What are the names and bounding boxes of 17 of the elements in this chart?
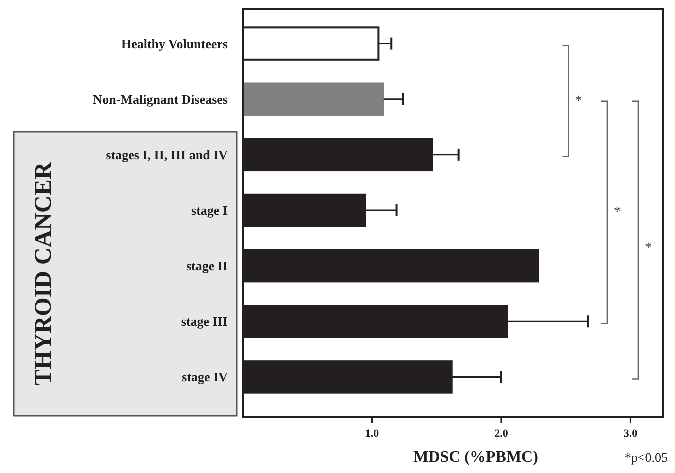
y-tick-label: stage III [181, 314, 228, 330]
annotation: * [644, 240, 652, 256]
text: *p<0.05 [624, 450, 668, 465]
text: THYROID CANCER [31, 162, 57, 386]
y-tick-label: stage II [186, 258, 228, 274]
y-tick-label: Healthy Volunteers [121, 36, 228, 52]
x-tick-label: 2.0 [494, 428, 509, 440]
x-axis-title: MDSC (%PBMC) [414, 449, 538, 466]
y-tick-label: stage IV [182, 370, 229, 385]
x-tick-label: 1.0 [365, 428, 380, 440]
annotation: * [614, 205, 621, 220]
y-tick-label: stage I [192, 203, 228, 218]
y-tick-label: stages I, II, III and IV [106, 147, 229, 162]
bar [242, 82, 384, 116]
y-tick-label: Non-Malignant Diseases [93, 92, 228, 107]
annotation: * [575, 94, 582, 109]
x-tick-label: 3.0 [624, 428, 638, 440]
